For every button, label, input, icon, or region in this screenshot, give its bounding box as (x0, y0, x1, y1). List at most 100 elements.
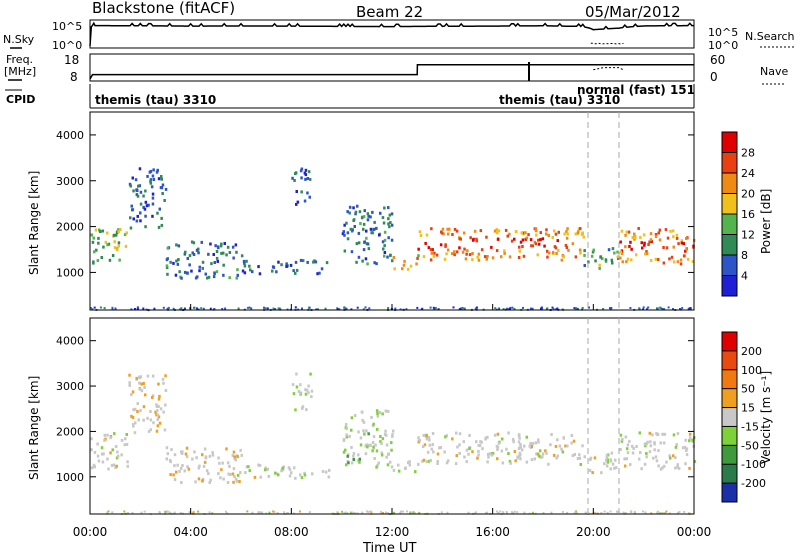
range-gate-cell (151, 214, 154, 218)
range-gate-cell (289, 263, 293, 267)
range-gate-cell (211, 451, 214, 455)
colorbar-swatch (722, 426, 737, 446)
range-gate-cell (151, 374, 155, 378)
range-gate-cell (661, 432, 664, 436)
range-gate-cell (674, 456, 677, 460)
range-gate-cell (501, 461, 505, 465)
range-gate-cell (212, 253, 215, 256)
range-gate-cell (672, 454, 675, 458)
ground-scatter-cell (546, 307, 549, 310)
range-gate-cell (682, 254, 686, 258)
ground-scatter-cell (603, 510, 606, 513)
ground-scatter-cell (677, 511, 680, 514)
range-gate-cell (222, 251, 225, 255)
range-gate-cell (367, 247, 371, 251)
range-gate-cell (557, 230, 560, 234)
range-gate-cell (109, 451, 112, 455)
ground-scatter-cell (336, 511, 339, 514)
range-gate-cell (149, 169, 153, 173)
range-gate-cell (216, 259, 219, 263)
range-gate-cell (318, 271, 321, 275)
range-gate-cell (371, 441, 375, 444)
ground-scatter-cell (387, 307, 390, 309)
range-gate-cell (341, 232, 345, 236)
range-gate-cell (113, 240, 116, 244)
range-gate-cell (528, 444, 531, 448)
ground-scatter-cell (658, 512, 661, 515)
range-gate-cell (243, 261, 246, 265)
range-gate-cell (600, 471, 603, 475)
ground-scatter-cell (259, 511, 262, 514)
ground-scatter-cell (369, 510, 372, 513)
range-gate-cell (369, 227, 373, 231)
range-gate-cell (161, 183, 165, 187)
range-gate-cell (128, 383, 131, 387)
range-gate-cell (642, 233, 646, 237)
range-gate-cell (116, 248, 119, 252)
ground-scatter-cell (250, 307, 253, 310)
ground-scatter-cell (418, 512, 421, 515)
range-gate-cell (389, 253, 392, 257)
range-gate-cell (108, 258, 112, 262)
range-gate-cell (180, 276, 183, 280)
range-gate-cell (501, 437, 504, 441)
range-gate-cell (658, 228, 662, 232)
ground-scatter-cell (140, 511, 143, 514)
range-gate-cell (659, 467, 663, 471)
range-gate-cell (362, 215, 366, 219)
range-gate-cell (132, 408, 135, 412)
range-gate-cell (264, 468, 267, 472)
range-gate-cell (525, 236, 529, 240)
range-gate-cell (277, 260, 280, 264)
range-gate-cell (177, 258, 180, 262)
range-gate-cell (190, 269, 193, 273)
ground-scatter-cell (678, 511, 681, 513)
range-gate-cell (184, 452, 188, 456)
frequency-panel: 18 8 60 0 Freq. [MHz] Nave (4, 53, 788, 85)
ground-scatter-cell (486, 511, 489, 514)
range-gate-cell (123, 233, 127, 237)
ground-scatter-cell (642, 510, 644, 513)
range-gate-cell (350, 250, 354, 254)
range-gate-cell (625, 230, 628, 234)
range-gate-cell (352, 454, 355, 458)
ground-scatter-cell (278, 307, 281, 310)
ground-scatter-cell (540, 307, 542, 310)
range-gate-cell (475, 237, 478, 241)
range-gate-cell (493, 229, 497, 233)
range-gate-cell (362, 429, 365, 433)
ground-scatter-cell (394, 307, 397, 310)
range-gate-cell (186, 271, 189, 275)
range-gate-cell (620, 229, 624, 233)
range-gate-cell (146, 416, 149, 420)
ground-scatter-cell (356, 512, 359, 515)
range-gate-cell (347, 461, 350, 465)
range-gate-cell (120, 438, 124, 442)
range-gate-cell (391, 259, 394, 263)
range-gate-cell (135, 193, 139, 197)
ground-scatter-cell (130, 308, 133, 311)
range-gate-cell (345, 463, 348, 467)
range-gate-cell (188, 254, 192, 258)
ground-scatter-cell (213, 308, 216, 310)
range-gate-cell (625, 260, 628, 264)
range-gate-cell (96, 454, 100, 458)
range-gate-cell (228, 276, 231, 280)
x-tick-label: 12:00 (375, 525, 410, 539)
range-gate-cell (387, 236, 390, 240)
range-gate-cell (643, 462, 647, 466)
range-gate-cell (363, 209, 366, 213)
range-gate-cell (295, 268, 299, 272)
range-gate-cell (266, 467, 269, 471)
ground-scatter-cell (277, 307, 280, 310)
range-gate-cell (624, 245, 627, 249)
range-gate-cell (521, 238, 525, 242)
ground-scatter-cell (663, 512, 666, 515)
range-gate-cell (454, 462, 458, 466)
range-gate-cell (571, 454, 575, 458)
range-gate-cell (432, 450, 435, 454)
range-gate-cell (139, 211, 142, 215)
ground-scatter-cell (458, 308, 461, 311)
range-gate-cell (574, 232, 577, 236)
power-colorbar-tick-label: 24 (741, 167, 755, 180)
